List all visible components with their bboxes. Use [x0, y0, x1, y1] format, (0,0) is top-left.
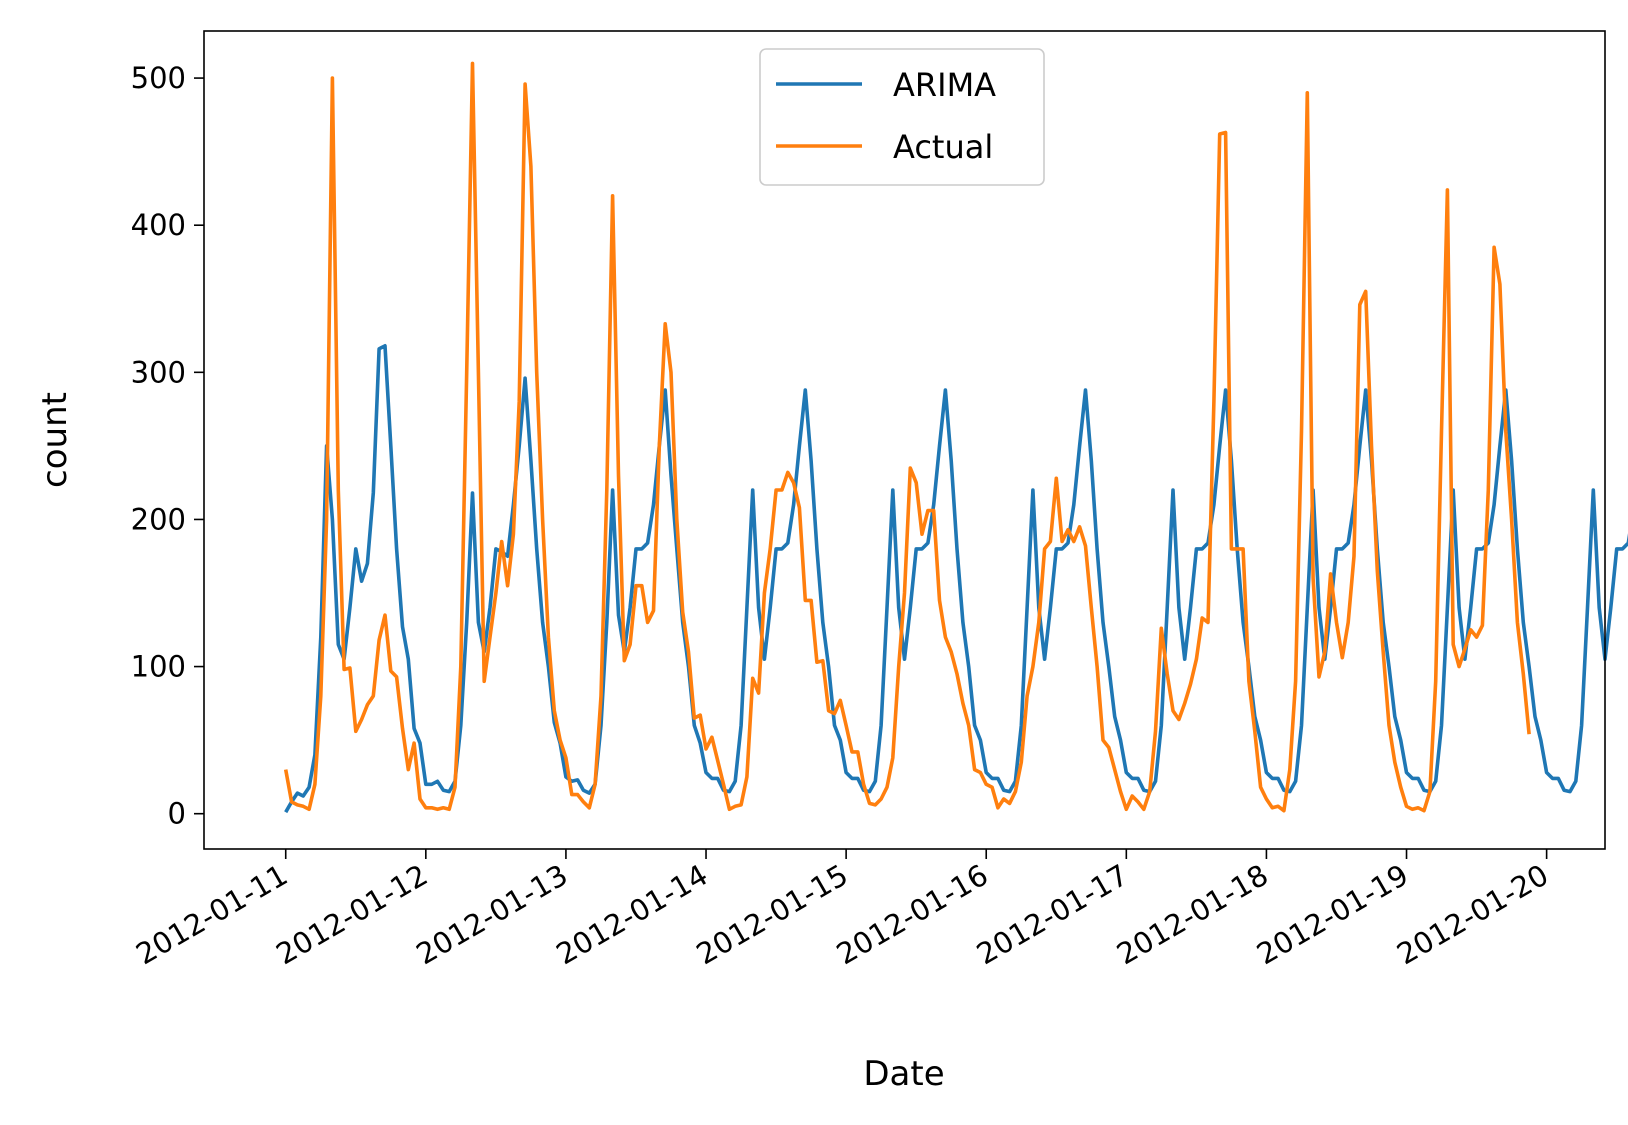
x-axis-label: Date — [863, 1054, 944, 1094]
plot-frame — [203, 30, 1606, 850]
y-axis-label: count — [35, 392, 75, 488]
y-tick-label: 300 — [131, 355, 186, 389]
series-layer — [283, 61, 1628, 814]
legend: ARIMA Actual — [759, 48, 1045, 186]
series-line-actual — [283, 61, 1531, 813]
y-tick-label: 100 — [131, 650, 186, 684]
y-tick-label: 400 — [131, 208, 186, 242]
legend-label-actual: Actual — [893, 128, 993, 166]
y-tick-label: 500 — [131, 61, 186, 95]
y-tick-label: 0 — [168, 797, 186, 831]
legend-label-arima: ARIMA — [893, 66, 996, 104]
y-tick-label: 200 — [131, 502, 186, 536]
y-axis-ticks: 0 100 200 300 400 500 — [131, 61, 204, 831]
